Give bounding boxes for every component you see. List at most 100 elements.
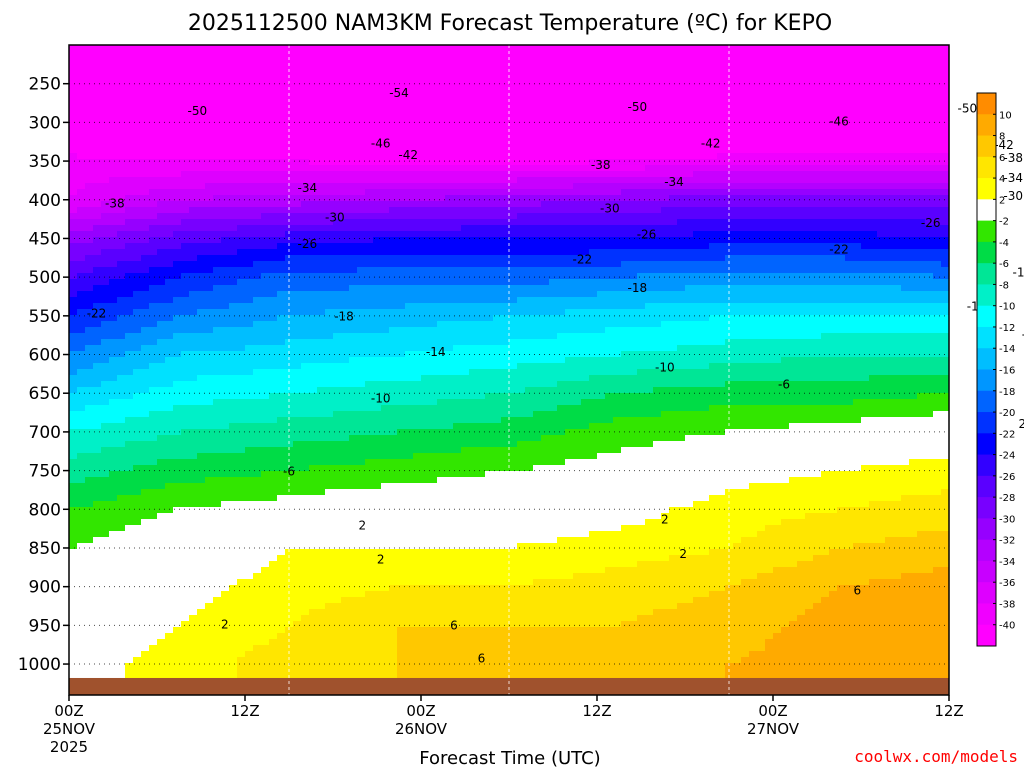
field-cell (117, 657, 126, 664)
field-cell (309, 177, 318, 184)
field-cell (221, 147, 230, 154)
field-cell (285, 93, 294, 100)
field-cell (133, 51, 142, 58)
field-cell (373, 297, 382, 304)
field-cell (309, 567, 318, 574)
field-cell (133, 333, 142, 340)
field-cell (421, 531, 430, 538)
field-cell (317, 657, 326, 664)
field-cell (357, 423, 366, 430)
field-cell (293, 459, 302, 466)
field-cell (405, 279, 414, 286)
field-cell (405, 327, 414, 334)
field-cell (165, 603, 174, 610)
field-cell (421, 279, 430, 286)
field-cell (245, 435, 254, 442)
field-cell (373, 81, 382, 88)
field-cell (85, 93, 94, 100)
field-cell (229, 573, 238, 580)
field-cell (405, 615, 414, 622)
field-cell (261, 285, 270, 292)
field-cell (365, 579, 374, 586)
field-cell (85, 255, 94, 262)
field-cell (237, 507, 246, 514)
field-cell (229, 285, 238, 292)
field-cell (205, 525, 214, 532)
field-cell (405, 435, 414, 442)
field-cell (205, 591, 214, 598)
field-cell (405, 303, 414, 310)
field-cell (93, 213, 102, 220)
field-cell (157, 615, 166, 622)
field-cell (309, 375, 318, 382)
field-cell (349, 381, 358, 388)
field-cell (373, 69, 382, 76)
field-cell (429, 297, 438, 304)
field-cell (205, 615, 214, 622)
field-cell (405, 255, 414, 262)
field-cell (93, 567, 102, 574)
field-cell (109, 453, 118, 460)
field-cell (373, 237, 382, 244)
field-cell (405, 339, 414, 346)
field-cell (77, 645, 86, 652)
field-cell (101, 237, 110, 244)
field-cell (269, 495, 278, 502)
field-cell (157, 105, 166, 112)
field-cell (389, 615, 398, 622)
field-cell (373, 639, 382, 646)
field-cell (109, 393, 118, 400)
field-cell (245, 411, 254, 418)
field-cell (293, 453, 302, 460)
field-cell (197, 441, 206, 448)
field-cell (309, 381, 318, 388)
field-cell (349, 339, 358, 346)
field-cell (421, 399, 430, 406)
field-cell (101, 129, 110, 136)
field-cell (173, 57, 182, 64)
field-cell (253, 639, 262, 646)
field-cell (101, 363, 110, 370)
field-cell (389, 357, 398, 364)
field-cell (301, 579, 310, 586)
field-cell (245, 297, 254, 304)
field-cell (189, 375, 198, 382)
field-cell (253, 207, 262, 214)
field-cell (341, 117, 350, 124)
field-cell (229, 393, 238, 400)
field-cell (125, 189, 134, 196)
field-cell (293, 345, 302, 352)
field-cell (301, 309, 310, 316)
field-cell (181, 633, 190, 640)
field-cell (373, 147, 382, 154)
field-cell (229, 603, 238, 610)
field-cell (117, 279, 126, 286)
field-cell (253, 273, 262, 280)
field-cell (109, 261, 118, 268)
field-cell (341, 495, 350, 502)
field-cell (221, 567, 230, 574)
field-cell (277, 141, 286, 148)
field-cell (269, 237, 278, 244)
field-cell (293, 309, 302, 316)
field-cell (221, 327, 230, 334)
field-cell (429, 417, 438, 424)
field-cell (381, 279, 390, 286)
field-cell (365, 405, 374, 412)
field-cell (373, 243, 382, 250)
field-cell (365, 75, 374, 82)
field-cell (357, 171, 366, 178)
field-cell (301, 483, 310, 490)
field-cell (245, 183, 254, 190)
field-cell (181, 393, 190, 400)
field-cell (117, 303, 126, 310)
field-cell (405, 651, 414, 658)
field-cell (301, 279, 310, 286)
field-cell (261, 507, 270, 514)
field-cell (117, 459, 126, 466)
field-cell (141, 75, 150, 82)
field-cell (197, 357, 206, 364)
field-cell (197, 567, 206, 574)
field-cell (389, 93, 398, 100)
field-cell (109, 423, 118, 430)
